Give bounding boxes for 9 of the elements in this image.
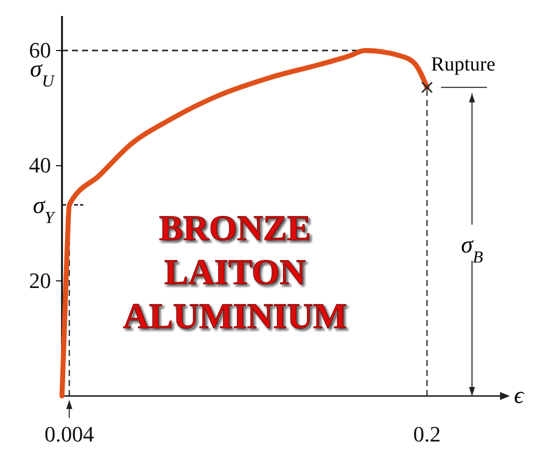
- annotation: σ$_{B}$: [460, 232, 484, 266]
- x-axis-title: ϵ: [514, 383, 525, 409]
- y-tick-label: 20: [29, 268, 51, 293]
- annotation: Rupture: [431, 53, 496, 76]
- y-tick-label: 40: [29, 152, 51, 178]
- x-tick-label: 0.004: [44, 422, 94, 447]
- ref-line-label: σ$_{Y}$: [32, 192, 56, 226]
- annotation: BRONZE LAITON ALUMINIUM: [123, 208, 347, 336]
- x-tick-label: 0.2: [413, 422, 441, 447]
